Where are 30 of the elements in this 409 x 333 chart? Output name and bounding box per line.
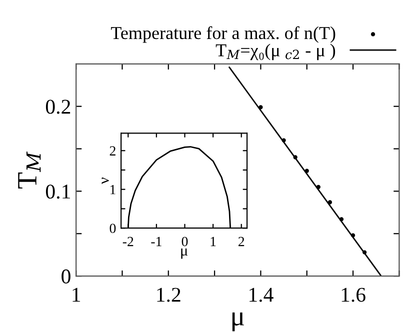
y-tick-label: 1 xyxy=(110,185,116,194)
point xyxy=(328,200,332,204)
x-tick-label: -1 xyxy=(151,236,162,246)
y-tick-label: 2 xyxy=(110,146,116,156)
point xyxy=(350,233,356,238)
point xyxy=(293,155,298,160)
point xyxy=(316,184,320,190)
point xyxy=(362,250,367,254)
legend-label: Temperature for a max. of n(T) xyxy=(111,26,336,43)
y-axis-title: ν xyxy=(102,178,109,184)
point xyxy=(282,138,286,142)
point xyxy=(258,105,263,110)
y-tick-label: 0 xyxy=(110,224,116,234)
x-tick-label: 2 xyxy=(238,236,244,246)
x-tick-label: 1.6 xyxy=(342,288,366,302)
y-axis-title: T$_{M}$ xyxy=(18,151,41,189)
y-tick-label: 0.2 xyxy=(46,100,70,114)
x-tick-label: 0 xyxy=(182,236,188,246)
x-tick-label: 1.4 xyxy=(250,288,274,302)
point xyxy=(339,217,344,222)
x-tick-label: -2 xyxy=(122,236,134,246)
y-tick-label: 0.1 xyxy=(46,184,70,199)
x-axis-title: μ xyxy=(232,312,244,332)
x-tick-label: 1 xyxy=(210,236,216,246)
x-tick-label: 1.2 xyxy=(157,288,180,302)
x-tick-label: 1 xyxy=(72,288,80,302)
y-tick-label: 0 xyxy=(62,269,70,284)
legend-label: T$_{M}$=χ₀(μ $_{c2}$ - μ ) xyxy=(216,44,336,60)
x-axis-title: μ xyxy=(181,248,188,259)
point xyxy=(304,168,309,173)
